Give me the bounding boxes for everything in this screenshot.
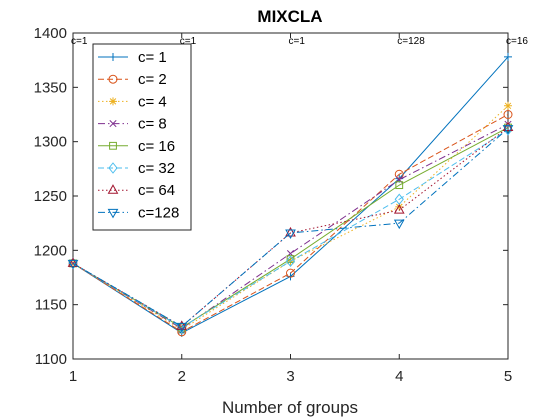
y-axis: 1100 1150 1200 1250 1300 1350 1400 xyxy=(34,25,508,368)
y-tick-label: 1200 xyxy=(34,242,67,259)
data-point xyxy=(176,322,188,333)
legend-item: c= 4 xyxy=(98,93,167,110)
data-point xyxy=(67,257,79,267)
legend-item: c= 2 xyxy=(98,71,167,88)
legend-marker xyxy=(109,120,117,128)
legend-item: c=128 xyxy=(98,204,179,221)
legend-marker xyxy=(107,184,119,194)
legend-item: c= 1 xyxy=(98,49,167,66)
data-point xyxy=(67,259,79,270)
y-tick-label: 1350 xyxy=(34,79,67,96)
series-line xyxy=(72,127,509,328)
y-tick-label: 1300 xyxy=(34,134,67,151)
legend-marker xyxy=(109,97,117,106)
annotation-label: c=16 xyxy=(506,36,528,47)
y-tick-label: 1150 xyxy=(35,297,67,314)
legend-label: c= 4 xyxy=(138,93,167,110)
series-line xyxy=(72,105,509,331)
legend-label: c= 8 xyxy=(138,116,167,133)
x-tick-label: 4 xyxy=(395,368,403,385)
annotation-label: c=1 xyxy=(71,36,88,47)
x-axis: 1 2 3 4 5 xyxy=(69,33,512,385)
annotation-label: c=128 xyxy=(397,36,425,47)
annotations: c=1 c=1 c=1 c=128 c=16 xyxy=(71,36,528,47)
data-point xyxy=(394,169,404,179)
legend-label: c= 1 xyxy=(138,49,167,66)
data-point xyxy=(504,101,512,110)
x-axis-label: Number of groups xyxy=(222,398,358,417)
legend-label: c= 16 xyxy=(138,138,175,155)
y-tick-label: 1400 xyxy=(34,25,67,42)
legend-label: c= 2 xyxy=(138,71,167,88)
y-tick-label: 1100 xyxy=(35,351,67,368)
data-point xyxy=(285,229,296,239)
data-point xyxy=(393,219,405,230)
legend-marker xyxy=(107,208,119,219)
series-7 xyxy=(67,121,514,330)
data-point xyxy=(285,226,296,237)
series-line xyxy=(72,128,509,328)
legend-marker xyxy=(108,162,118,174)
annotation-label: c=1 xyxy=(289,36,306,47)
data-point xyxy=(395,181,404,190)
series-line xyxy=(72,114,509,333)
series-line xyxy=(72,123,509,330)
series-line xyxy=(72,129,509,329)
data-point xyxy=(502,125,514,135)
legend-marker xyxy=(109,141,117,150)
legend-item: c= 8 xyxy=(98,116,167,133)
x-tick-label: 3 xyxy=(286,368,294,385)
y-tick-label: 1250 xyxy=(34,188,67,205)
series-layer xyxy=(67,52,514,337)
legend-box xyxy=(92,43,192,231)
annotation-label: c=1 xyxy=(180,36,197,47)
legend-marker xyxy=(108,74,118,84)
data-point xyxy=(393,204,405,214)
x-tick-label: 2 xyxy=(178,368,186,385)
legend-item: c= 32 xyxy=(98,160,175,177)
chart-title: MIXCLA xyxy=(257,7,322,26)
legend-marker xyxy=(109,53,117,61)
legend-label: c= 64 xyxy=(138,182,175,199)
legend-item: c= 16 xyxy=(98,138,175,155)
data-point xyxy=(395,202,404,211)
data-point xyxy=(285,255,296,268)
legend: c= 1 c= 2 c= 4 c= 8 c= 16 c= 32 c= 64 c=128 xyxy=(92,43,192,231)
data-point xyxy=(504,52,512,61)
x-tick-label: 5 xyxy=(504,368,512,385)
legend-label: c=128 xyxy=(138,204,179,221)
data-point xyxy=(503,110,513,119)
data-point xyxy=(502,121,514,132)
series-8 xyxy=(67,125,514,333)
x-tick-label: 1 xyxy=(69,368,77,385)
legend-label: c= 32 xyxy=(138,160,175,177)
data-point xyxy=(286,268,295,278)
legend-item: c= 64 xyxy=(98,182,175,199)
data-point xyxy=(176,320,188,330)
